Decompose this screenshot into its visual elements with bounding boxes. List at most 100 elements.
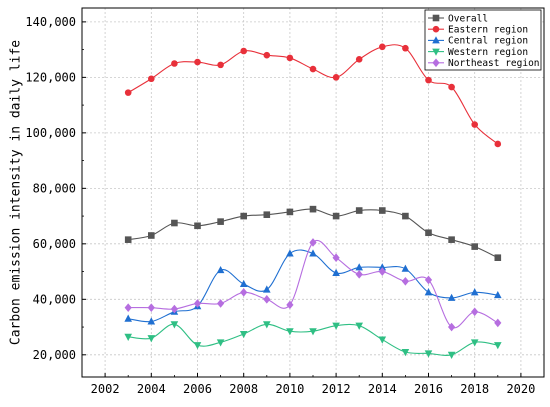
data-point-northeast-region <box>401 276 409 286</box>
data-point-eastern-region <box>402 44 409 52</box>
data-point-western-region <box>124 333 132 341</box>
data-point-eastern-region <box>494 140 502 148</box>
series-central-region <box>124 249 502 325</box>
data-point-western-region <box>332 322 340 330</box>
x-tick-label: 2012 <box>322 382 351 396</box>
data-point-central-region <box>263 285 271 293</box>
series-northeast-region <box>124 238 502 332</box>
data-point-overall <box>402 212 409 220</box>
data-point-central-region <box>147 317 156 325</box>
data-point-central-region <box>355 263 363 271</box>
data-point-central-region <box>447 293 456 301</box>
data-point-central-region <box>470 288 479 296</box>
x-tick-label: 2002 <box>91 382 120 396</box>
data-point-overall <box>286 208 294 216</box>
data-point-western-region <box>355 322 363 330</box>
y-tick-label: 60,000 <box>33 237 76 251</box>
data-point-northeast-region <box>355 270 363 279</box>
legend-label-northeast-region: Northeast region <box>448 58 540 69</box>
data-point-eastern-region <box>148 75 155 83</box>
legend-marker-central-region <box>432 36 440 44</box>
series-eastern-region <box>124 43 502 148</box>
data-point-northeast-region <box>378 267 386 276</box>
x-tick-label: 2018 <box>460 382 489 396</box>
data-point-western-region <box>263 321 271 329</box>
legend-label-western-region: Western region <box>448 47 528 58</box>
data-point-central-region <box>424 288 433 296</box>
data-point-eastern-region <box>355 56 363 63</box>
data-point-western-region <box>447 351 456 360</box>
data-point-northeast-region <box>448 322 456 332</box>
data-point-western-region <box>378 336 387 344</box>
data-point-overall <box>355 207 363 214</box>
data-point-western-region <box>193 342 202 350</box>
legend-box <box>424 9 542 71</box>
data-point-northeast-region <box>217 299 225 308</box>
legend-label-central-region: Central region <box>448 36 528 47</box>
data-point-eastern-region <box>309 65 317 73</box>
x-tick-label: 2016 <box>414 382 443 396</box>
data-point-overall <box>448 236 455 243</box>
y-tick-label: 40,000 <box>33 292 76 306</box>
x-tick-label: 2008 <box>229 382 258 396</box>
data-point-eastern-region <box>171 60 178 67</box>
data-point-western-region <box>239 330 248 339</box>
x-tick-label: 2006 <box>183 382 212 396</box>
legend-marker-western-region <box>432 48 440 56</box>
data-point-northeast-region <box>494 318 502 328</box>
y-axis-label: Carbon emission intensity in daily life <box>9 40 24 345</box>
data-point-overall <box>494 254 502 261</box>
data-point-central-region <box>332 268 340 276</box>
data-point-overall <box>194 222 201 230</box>
data-point-central-region <box>124 314 132 322</box>
data-point-overall <box>309 205 317 213</box>
legend-label-eastern-region: Eastern region <box>448 25 528 36</box>
data-point-overall <box>263 211 271 218</box>
data-point-northeast-region <box>147 303 155 312</box>
data-point-eastern-region <box>448 83 455 91</box>
data-point-eastern-region <box>471 121 479 128</box>
data-point-central-region <box>494 290 502 299</box>
data-point-central-region <box>286 249 294 257</box>
data-point-western-region <box>401 349 410 357</box>
data-point-overall <box>217 218 224 225</box>
data-point-northeast-region <box>193 299 202 308</box>
data-point-western-region <box>424 350 433 358</box>
y-tick-label: 80,000 <box>33 181 76 195</box>
data-point-overall <box>240 212 247 220</box>
data-point-overall <box>332 212 340 220</box>
data-point-western-region <box>147 335 156 343</box>
data-point-central-region <box>216 265 225 274</box>
data-point-northeast-region <box>124 303 132 312</box>
data-point-western-region <box>309 328 317 336</box>
data-point-northeast-region <box>286 300 294 310</box>
x-tick-label: 2014 <box>368 382 397 396</box>
data-point-eastern-region <box>240 47 247 55</box>
legend-marker-overall <box>432 14 440 22</box>
data-point-northeast-region <box>309 238 317 247</box>
data-point-northeast-region <box>424 275 433 285</box>
data-point-western-region <box>216 339 225 347</box>
series-western-region <box>124 321 502 360</box>
data-point-central-region <box>239 279 248 288</box>
data-point-central-region <box>401 264 410 272</box>
data-point-eastern-region <box>332 74 340 81</box>
data-point-western-region <box>170 321 179 329</box>
legend-marker-northeast-region <box>432 58 440 68</box>
data-point-eastern-region <box>263 51 271 59</box>
data-point-overall <box>379 207 386 214</box>
data-point-eastern-region <box>194 58 201 66</box>
y-tick-label: 120,000 <box>25 70 76 84</box>
y-tick-label: 140,000 <box>25 15 76 29</box>
data-point-western-region <box>470 339 479 347</box>
y-tick-label: 100,000 <box>25 126 76 140</box>
data-point-northeast-region <box>240 288 248 297</box>
series-overall <box>124 205 502 261</box>
data-point-northeast-region <box>170 304 178 314</box>
x-tick-label: 2004 <box>137 382 166 396</box>
data-point-western-region <box>494 342 502 350</box>
axes: 2002 2004 2006 2008 2010 2012 2014 2016 2018 2020… <box>25 15 545 396</box>
data-point-overall <box>425 229 432 237</box>
